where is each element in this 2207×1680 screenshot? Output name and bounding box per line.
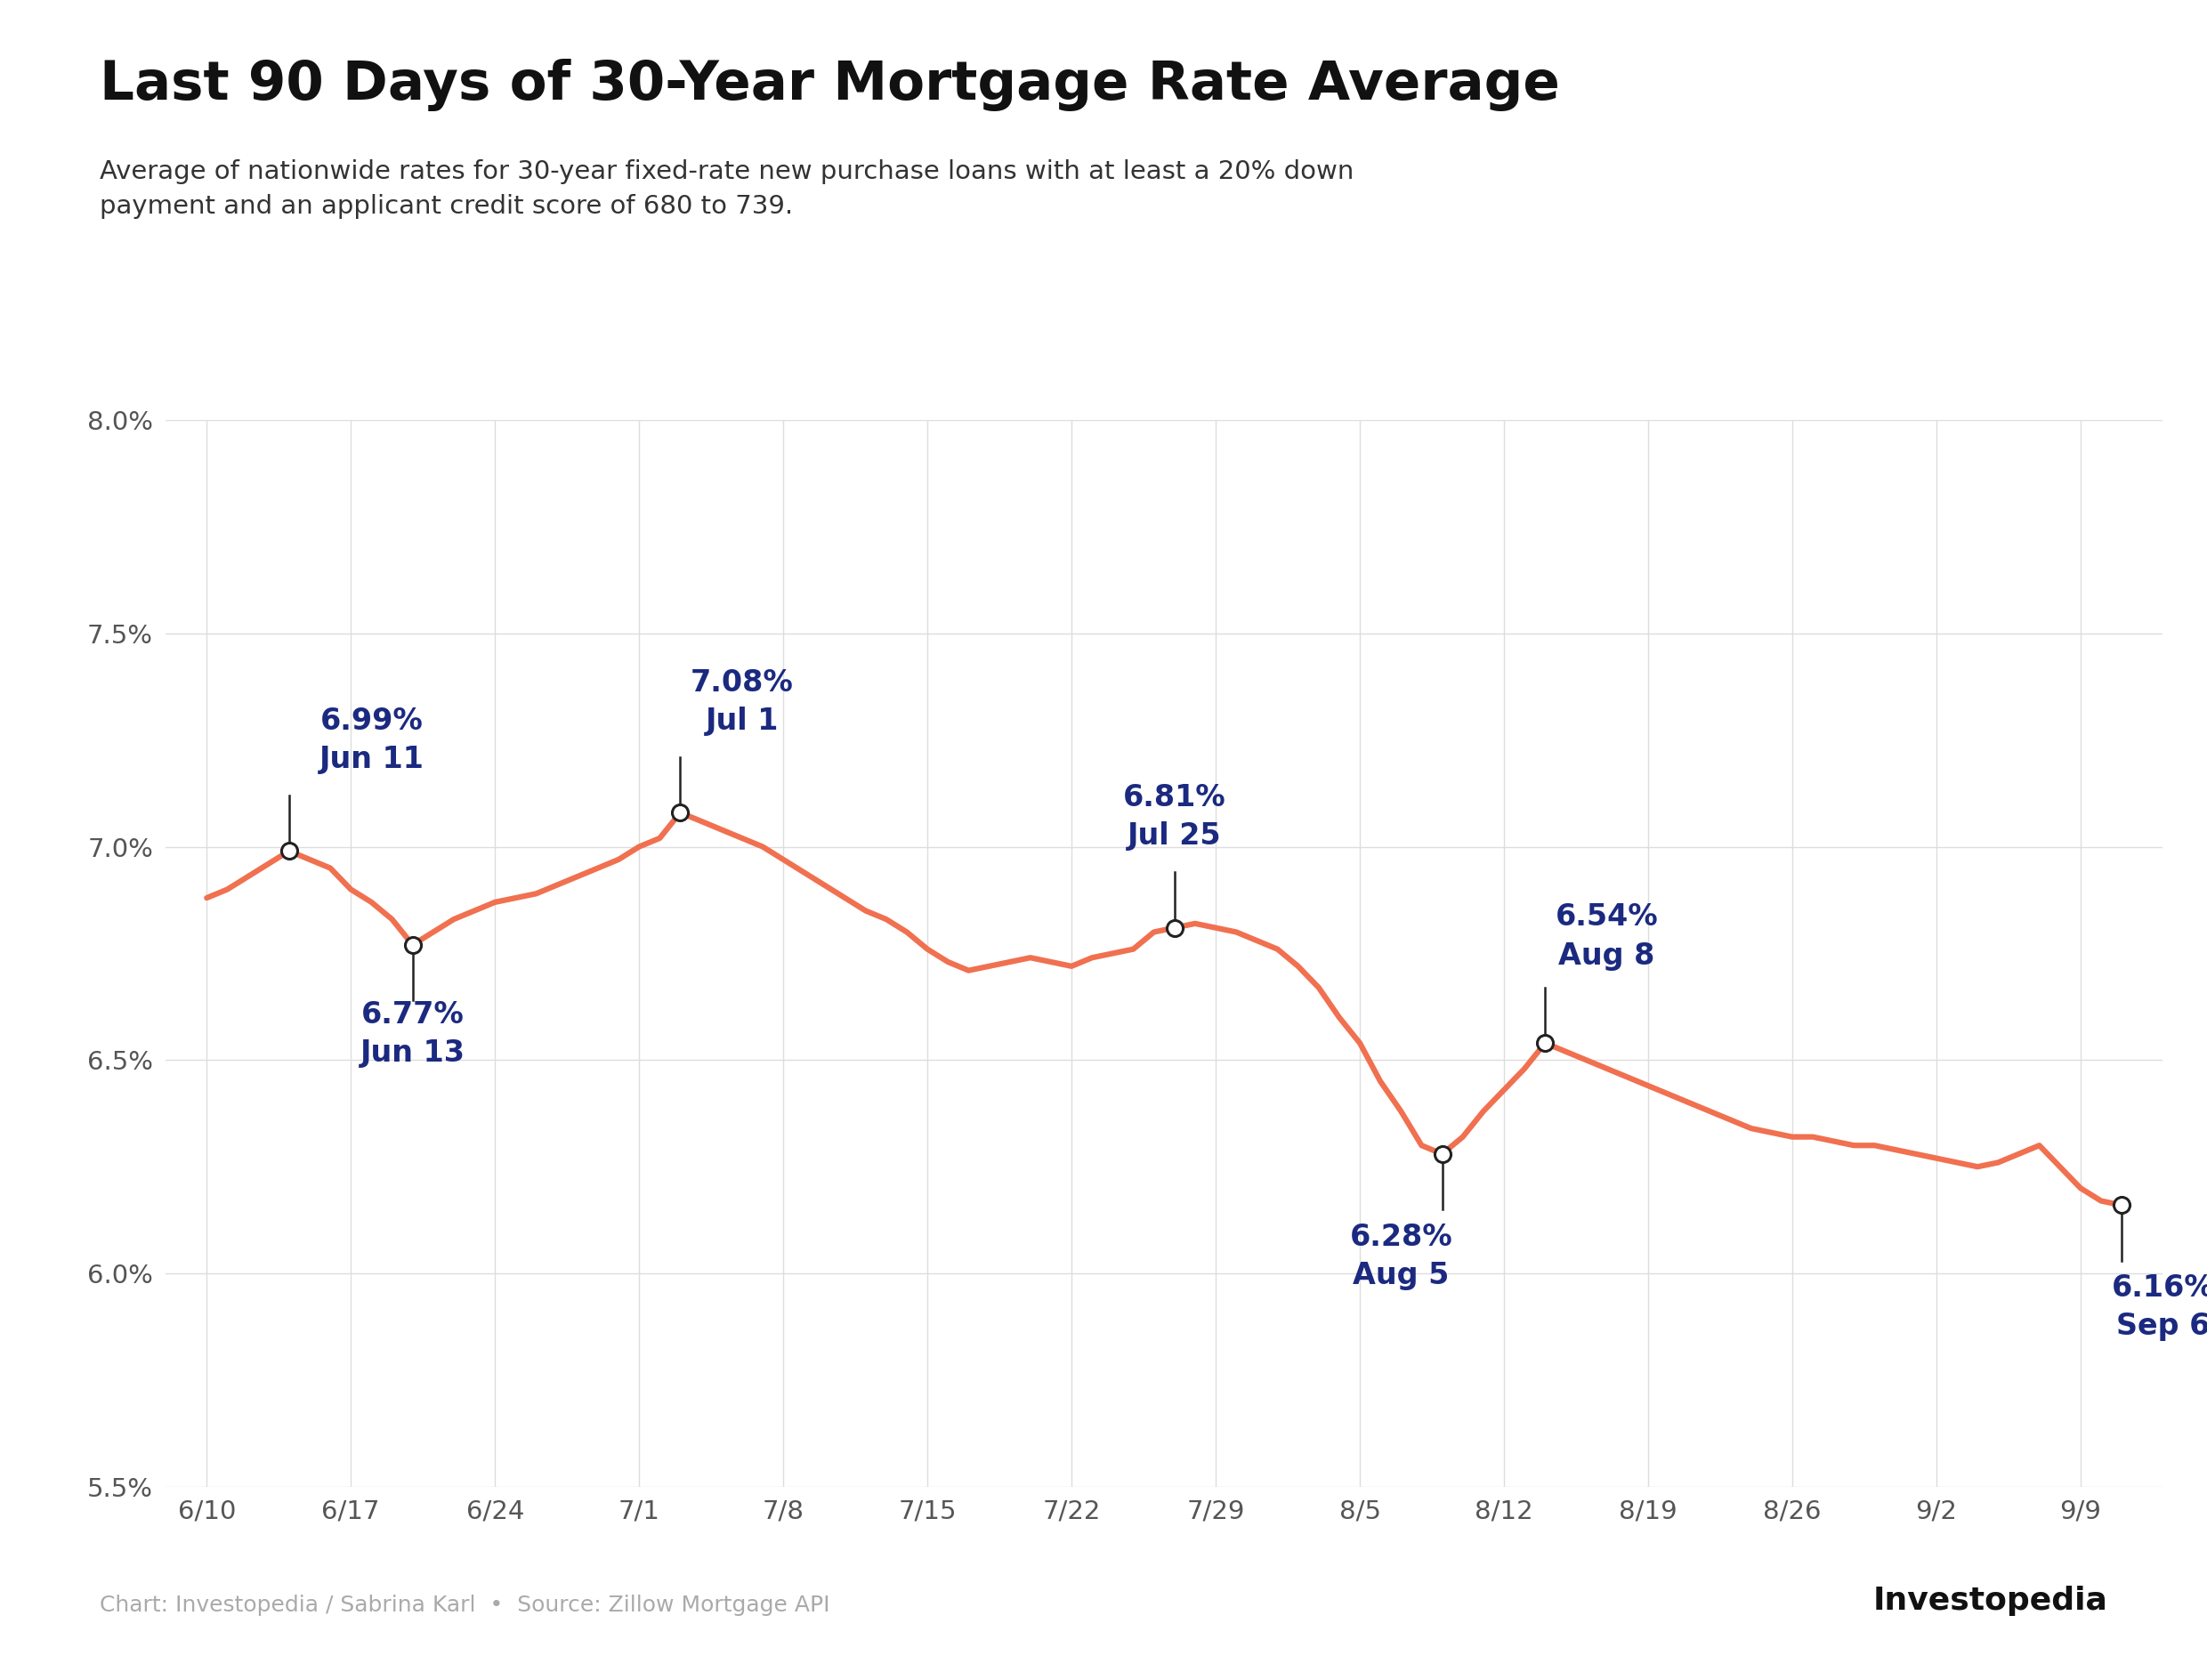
Text: Last 90 Days of 30-Year Mortgage Rate Average: Last 90 Days of 30-Year Mortgage Rate Av… (99, 59, 1560, 111)
Text: Jul 1: Jul 1 (706, 706, 779, 736)
Text: Jun 11: Jun 11 (320, 744, 424, 774)
Text: 6.16%: 6.16% (2112, 1273, 2207, 1302)
Text: 6.54%: 6.54% (1556, 902, 1657, 932)
Text: Aug 8: Aug 8 (1558, 941, 1655, 971)
Text: 6.99%: 6.99% (320, 706, 424, 736)
Text: Sep 6: Sep 6 (2117, 1312, 2207, 1341)
Text: Average of nationwide rates for 30-year fixed-rate new purchase loans with at le: Average of nationwide rates for 30-year … (99, 160, 1353, 218)
Text: Jun 13: Jun 13 (360, 1038, 466, 1068)
Text: Aug 5: Aug 5 (1353, 1260, 1450, 1290)
Text: 6.28%: 6.28% (1348, 1223, 1452, 1252)
Text: Jul 25: Jul 25 (1128, 822, 1220, 852)
Text: 7.08%: 7.08% (691, 669, 795, 697)
Text: 6.77%: 6.77% (362, 1000, 463, 1030)
Text: Chart: Investopedia / Sabrina Karl  •  Source: Zillow Mortgage API: Chart: Investopedia / Sabrina Karl • Sou… (99, 1594, 830, 1616)
Text: Investopedia: Investopedia (1874, 1586, 2108, 1616)
Text: 6.81%: 6.81% (1123, 783, 1225, 813)
